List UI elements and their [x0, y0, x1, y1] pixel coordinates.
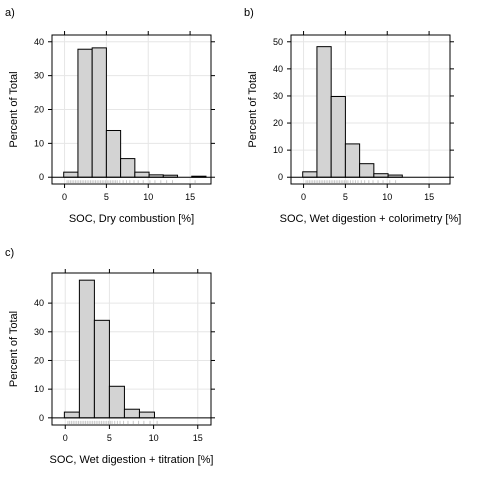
y-axis-title: Percent of Total: [247, 71, 259, 147]
histogram-panel-1: 0 5 10 15 0 10 20 30 40 SOC, Dry combustion [%] Pe…: [5, 7, 215, 225]
plot-frame: [290, 34, 451, 185]
histogram-bar: [359, 163, 375, 178]
x-axis-title: SOC, Wet digestion + colorimetry [%]: [280, 213, 462, 225]
y-tick-label: 40: [273, 64, 283, 74]
x-tick-label: 15: [185, 192, 195, 202]
histogram-bar: [63, 411, 80, 419]
x-tick-label: 0: [63, 433, 68, 443]
panel-label: a): [5, 7, 15, 19]
histogram-bar: [105, 129, 122, 178]
x-axis-title: SOC, Wet digestion + titration [%]: [50, 454, 214, 466]
y-tick-label: 20: [273, 118, 283, 128]
panel-label: c): [5, 247, 14, 259]
y-tick-label: 0: [39, 413, 44, 423]
y-tick-label: 20: [34, 105, 44, 115]
histogram-bar: [316, 46, 332, 178]
y-tick-label: 30: [34, 71, 44, 81]
y-tick-label: 50: [273, 37, 283, 47]
histogram-bar: [123, 408, 140, 419]
x-tick-label: 0: [62, 192, 67, 202]
y-tick-label: 10: [34, 384, 44, 394]
histogram-bar: [373, 173, 389, 178]
histogram-bar: [78, 279, 95, 419]
y-tick-label: 30: [273, 91, 283, 101]
x-axis-title: SOC, Dry combustion [%]: [69, 213, 194, 225]
y-tick-label: 0: [39, 172, 44, 182]
x-tick-label: 15: [424, 192, 434, 202]
y-tick-label: 10: [273, 145, 283, 155]
histogram-bar: [138, 411, 155, 419]
histogram-bar: [134, 171, 150, 178]
histogram-bar: [344, 143, 361, 178]
x-tick-label: 10: [143, 192, 153, 202]
x-tick-label: 15: [193, 433, 203, 443]
y-tick-label: 20: [34, 355, 44, 365]
y-tick-label: 40: [34, 37, 44, 47]
histogram-bar: [330, 95, 346, 178]
histogram-bar: [93, 319, 110, 419]
histogram-bar: [91, 47, 107, 178]
histogram-bar: [63, 171, 79, 178]
histogram-bar: [302, 171, 318, 178]
x-tick-label: 5: [343, 192, 348, 202]
histogram-bar: [120, 158, 136, 178]
y-tick-label: 0: [278, 172, 283, 182]
histogram-bar: [108, 385, 125, 419]
y-tick-label: 40: [34, 298, 44, 308]
histogram-panel-3: 0 5 10 15 0 10 20 30 40 SOC, Wet digestion + titr…: [5, 247, 215, 466]
x-tick-label: 10: [149, 433, 159, 443]
histogram-panel-2: 0 5 10 15 0 10 20 30 40 50 SOC, Wet digestion + co…: [244, 7, 461, 225]
y-tick-label: 30: [34, 327, 44, 337]
x-tick-label: 0: [301, 192, 306, 202]
histogram-bar: [77, 48, 93, 178]
y-axis-title: Percent of Total: [8, 71, 20, 147]
panel-label: b): [244, 7, 254, 19]
x-tick-label: 5: [107, 433, 112, 443]
y-axis-title: Percent of Total: [8, 311, 20, 387]
x-tick-label: 10: [382, 192, 392, 202]
x-tick-label: 5: [104, 192, 109, 202]
plot-frame: [51, 272, 212, 426]
y-tick-label: 10: [34, 138, 44, 148]
